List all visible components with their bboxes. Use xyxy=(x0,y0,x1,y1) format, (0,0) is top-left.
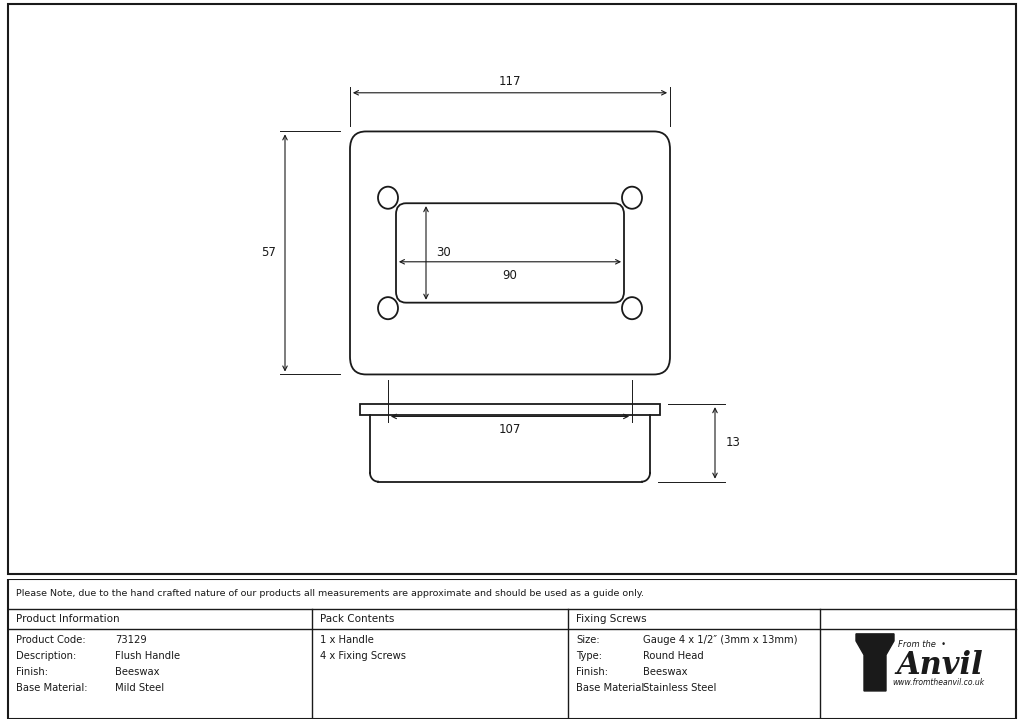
Text: Gauge 4 x 1/2″ (3mm x 13mm): Gauge 4 x 1/2″ (3mm x 13mm) xyxy=(643,635,798,645)
FancyBboxPatch shape xyxy=(350,132,670,375)
Text: Product Information: Product Information xyxy=(16,614,120,624)
Circle shape xyxy=(622,187,642,209)
Text: Product Code:: Product Code: xyxy=(16,635,86,645)
Text: Type:: Type: xyxy=(575,651,602,661)
FancyBboxPatch shape xyxy=(396,203,624,303)
Text: Pack Contents: Pack Contents xyxy=(319,614,394,624)
Text: Base Material:: Base Material: xyxy=(575,683,647,693)
Text: Round Head: Round Head xyxy=(643,651,703,661)
Text: Base Material:: Base Material: xyxy=(16,683,87,693)
Text: Beeswax: Beeswax xyxy=(643,667,687,677)
Text: Stainless Steel: Stainless Steel xyxy=(643,683,717,693)
Polygon shape xyxy=(856,634,894,691)
Text: 73129: 73129 xyxy=(115,635,146,645)
Text: Description:: Description: xyxy=(16,651,76,661)
Text: 117: 117 xyxy=(499,75,521,88)
Circle shape xyxy=(378,297,398,319)
Circle shape xyxy=(622,297,642,319)
Text: 107: 107 xyxy=(499,423,521,436)
Text: 13: 13 xyxy=(726,436,740,449)
Text: Flush Handle: Flush Handle xyxy=(115,651,180,661)
Text: 4 x Fixing Screws: 4 x Fixing Screws xyxy=(319,651,406,661)
Text: Finish:: Finish: xyxy=(575,667,608,677)
Text: Size:: Size: xyxy=(575,635,600,645)
Text: 90: 90 xyxy=(503,268,517,282)
Text: Beeswax: Beeswax xyxy=(115,667,160,677)
Text: www.fromtheanvil.co.uk: www.fromtheanvil.co.uk xyxy=(892,678,984,687)
Text: Anvil: Anvil xyxy=(896,650,983,681)
Text: 57: 57 xyxy=(261,247,276,260)
Text: 30: 30 xyxy=(436,247,452,260)
Circle shape xyxy=(378,187,398,209)
Bar xyxy=(360,404,660,416)
Text: Fixing Screws: Fixing Screws xyxy=(575,614,646,624)
Text: From the  •: From the • xyxy=(898,640,946,649)
Text: Finish:: Finish: xyxy=(16,667,48,677)
Text: Mild Steel: Mild Steel xyxy=(115,683,164,693)
Text: Please Note, due to the hand crafted nature of our products all measurements are: Please Note, due to the hand crafted nat… xyxy=(16,590,644,598)
Text: 1 x Handle: 1 x Handle xyxy=(319,635,374,645)
